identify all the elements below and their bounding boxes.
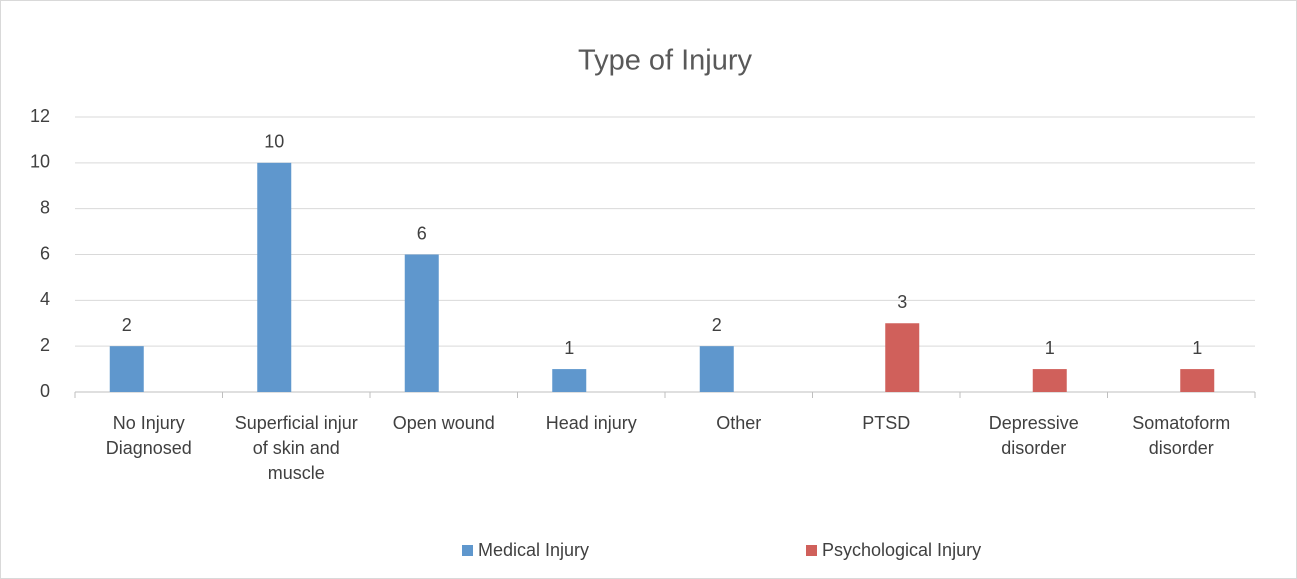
data-label: 6 — [417, 223, 427, 243]
x-tick-label: PTSD — [862, 413, 910, 433]
bar — [1180, 369, 1215, 392]
x-tick-label: Head injury — [546, 413, 637, 433]
y-tick-label: 6 — [40, 243, 50, 263]
x-tick-label: Other — [716, 413, 761, 433]
x-tick-label: Superficial injur of skin and muscle — [235, 413, 358, 483]
bar — [699, 346, 734, 392]
y-tick-label: 4 — [40, 289, 50, 309]
data-label: 3 — [897, 292, 907, 312]
x-tick-label: Somatoform disorder — [1132, 413, 1230, 458]
x-tick-label: No Injury Diagnosed — [106, 413, 192, 458]
y-tick-label: 10 — [30, 152, 50, 172]
chart-title: Type of Injury — [578, 45, 753, 77]
data-label: 1 — [1045, 338, 1055, 358]
data-label: 2 — [712, 315, 722, 335]
x-tick-label: Depressive disorder — [989, 413, 1079, 458]
data-label: 10 — [264, 132, 284, 152]
bar — [109, 346, 144, 392]
x-tick-label: Open wound — [393, 413, 495, 433]
legend-label: Psychological Injury — [822, 540, 981, 560]
y-tick-label: 2 — [40, 335, 50, 355]
data-label: 1 — [1192, 338, 1202, 358]
legend-swatch — [806, 545, 817, 556]
legend-label: Medical Injury — [478, 540, 589, 560]
y-tick-label: 8 — [40, 197, 50, 217]
bar — [1032, 369, 1067, 392]
bar — [885, 323, 920, 392]
legend-swatch — [462, 545, 473, 556]
y-tick-label: 12 — [30, 106, 50, 126]
bar — [552, 369, 587, 392]
data-label: 1 — [564, 338, 574, 358]
data-label: 2 — [122, 315, 132, 335]
y-tick-label: 0 — [40, 381, 50, 401]
bar — [257, 162, 292, 392]
bar — [404, 254, 439, 392]
